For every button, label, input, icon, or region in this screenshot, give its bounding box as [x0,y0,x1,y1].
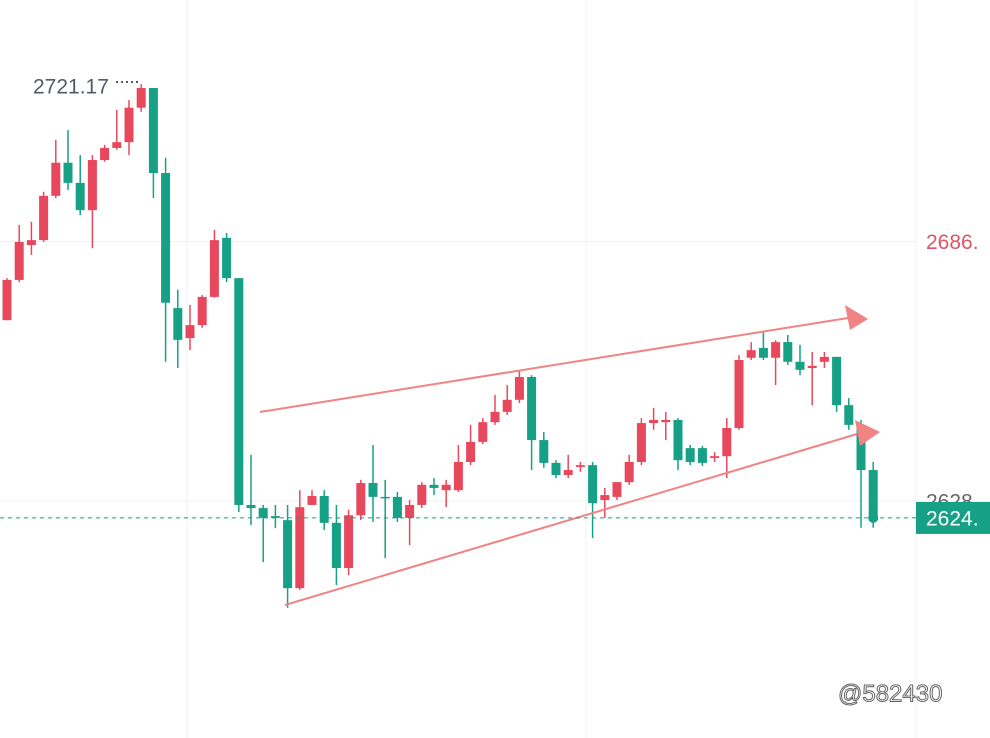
candle-body [588,465,598,504]
candle-body [441,484,451,491]
candle-body [368,483,378,497]
trend-lines [259,305,880,606]
arrow-head [855,420,880,446]
price-axis: 2744.2686.2628 [926,231,979,513]
candle-body [307,495,317,505]
candle-body [112,142,122,148]
candle-body [758,347,768,358]
candle-body [185,325,195,339]
candle-body [490,411,500,423]
candle-body [819,356,829,362]
candle-body [209,240,219,297]
last-price-label: 2624. [926,507,979,530]
last-price-tag [916,501,990,534]
candle-body [734,360,744,428]
candle-body [380,496,390,499]
candle-body [417,484,427,505]
candle-body [100,147,110,161]
candle-body [356,483,366,516]
candle-body [270,516,280,518]
candle-body [514,376,524,400]
candle-body [392,496,402,518]
candle-body [344,515,354,569]
candle-body [453,461,463,491]
candle-body [161,173,171,303]
candle-body [673,419,683,461]
candle-body [502,399,512,412]
arrow-head [845,305,868,330]
lower-trend-line [284,433,858,606]
candle-body [649,419,659,424]
candle-body [697,448,707,463]
candle-body [331,522,341,569]
candle-body [75,182,85,211]
candle-body [51,162,61,196]
last-price-dot [868,512,879,523]
candle-body [429,484,439,488]
candle-body [319,495,329,523]
candles [2,84,878,608]
candle-body [600,495,610,501]
candle-body [14,241,24,280]
candle-body [124,107,134,143]
candle-body [405,504,415,518]
candle-body [26,240,36,246]
y-tick-label: 2686. [926,231,979,254]
candle-body [563,470,573,475]
upper-trend-line [259,317,849,413]
candle-body [197,296,207,326]
candle-body [856,424,866,471]
candle-body [575,465,585,467]
candle-body [234,278,244,505]
candle-body [39,195,49,241]
candle-body [246,504,256,509]
candle-body [478,422,488,442]
candle-body [832,356,842,406]
candle-body [527,376,537,441]
candle-body [685,448,695,462]
candle-body [173,308,183,340]
candle-body [795,361,805,370]
candle-body [783,342,793,362]
candle-body [807,365,817,369]
candle-body [2,279,12,321]
watermark: @582430 [838,680,942,707]
candle-body [624,461,634,483]
candle-body [63,162,73,183]
candle-body [844,405,854,425]
candle-body [661,419,671,423]
candle-body [136,88,146,108]
candle-body [87,160,97,211]
candle-body [868,470,878,518]
candle-body [283,520,293,589]
candle-body [771,342,781,358]
candle-body [551,462,561,475]
candle-body [466,441,476,462]
candle-body [612,482,622,497]
grid [0,240,916,502]
candle-body [148,88,158,174]
candle-body [539,440,549,463]
candle-body [258,508,268,518]
candle-body [222,237,232,279]
candle-body [636,423,646,462]
candle-body [710,456,720,458]
candle-body [722,427,732,457]
candle-body [295,507,305,589]
candle-body [746,350,756,358]
max-label: 2721.17 [33,76,109,99]
